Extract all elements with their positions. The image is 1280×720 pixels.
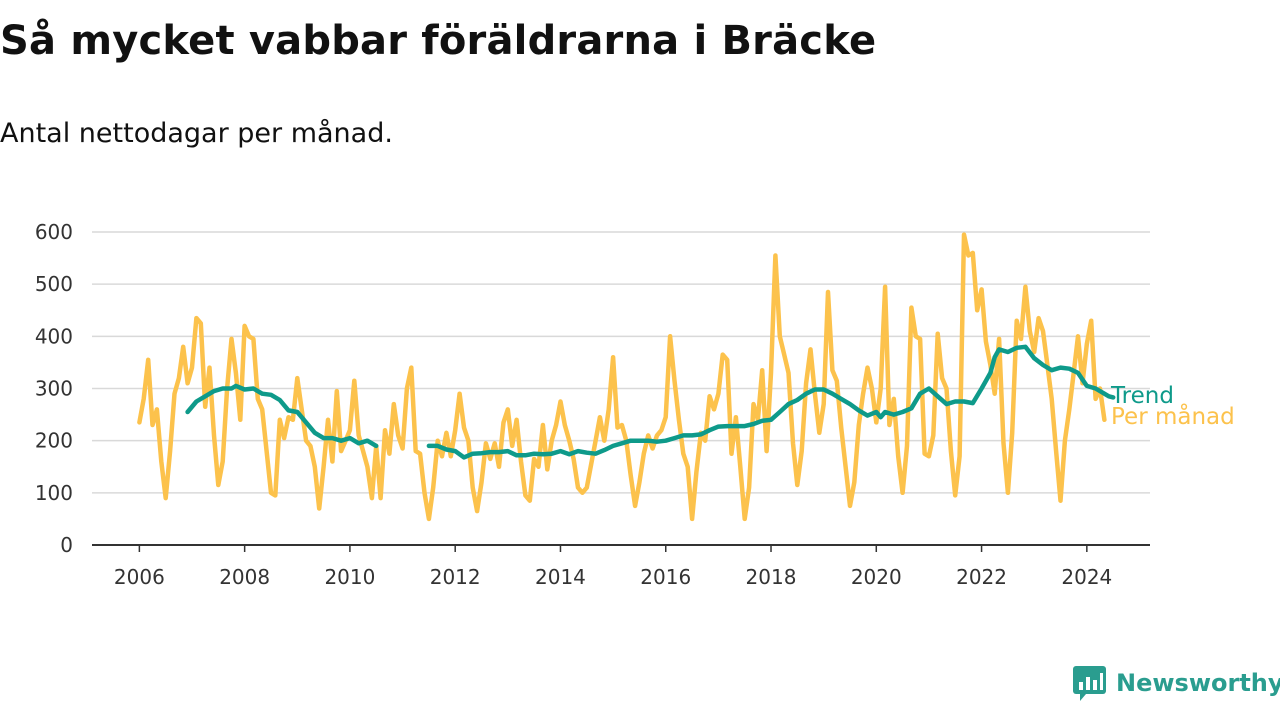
newsworthy-logo: Newsworthy [1072, 664, 1280, 702]
gridlines [92, 231, 1150, 494]
series-label-per-manad: Per månad [1111, 402, 1235, 430]
newsworthy-logo-icon [1073, 666, 1106, 701]
y-tick-label: 100 [35, 481, 73, 505]
x-tick-label: 2022 [956, 565, 1007, 589]
brand-name: Newsworthy [1116, 669, 1280, 697]
y-tick-label: 200 [35, 429, 73, 453]
y-tick-label: 400 [35, 324, 73, 348]
x-tick-label: 2014 [535, 565, 586, 589]
x-axis [92, 544, 1150, 552]
x-tick-label: 2008 [219, 565, 270, 589]
y-tick-label: 300 [35, 377, 73, 401]
y-axis-tick-labels: 0 100 200 300 400 500 600 [35, 220, 73, 557]
x-tick-label: 2020 [851, 565, 902, 589]
y-tick-label: 0 [60, 533, 73, 557]
x-tick-label: 2012 [430, 565, 481, 589]
x-tick-label: 2018 [746, 565, 797, 589]
chart-subtitle: Antal nettodagar per månad. [0, 118, 393, 149]
series-line-trend-0 [185, 383, 379, 449]
x-axis-tick-labels: 2006 2008 2010 2012 2014 2016 2018 2020 2022 2024 [114, 565, 1112, 589]
chart-title: Så mycket vabbar föräldrarna i Bräcke [0, 18, 877, 64]
series-line-per-manad-0 [137, 232, 1107, 522]
x-tick-label: 2010 [324, 565, 375, 589]
x-tick-label: 2016 [640, 565, 691, 589]
y-tick-label: 500 [35, 272, 73, 296]
series-line-trend-1 [426, 344, 1116, 460]
x-tick-label: 2006 [114, 565, 165, 589]
y-tick-label: 600 [35, 220, 73, 244]
series-lines [137, 232, 1116, 522]
series-label-trend: Trend [1110, 383, 1174, 409]
x-tick-label: 2024 [1061, 565, 1112, 589]
